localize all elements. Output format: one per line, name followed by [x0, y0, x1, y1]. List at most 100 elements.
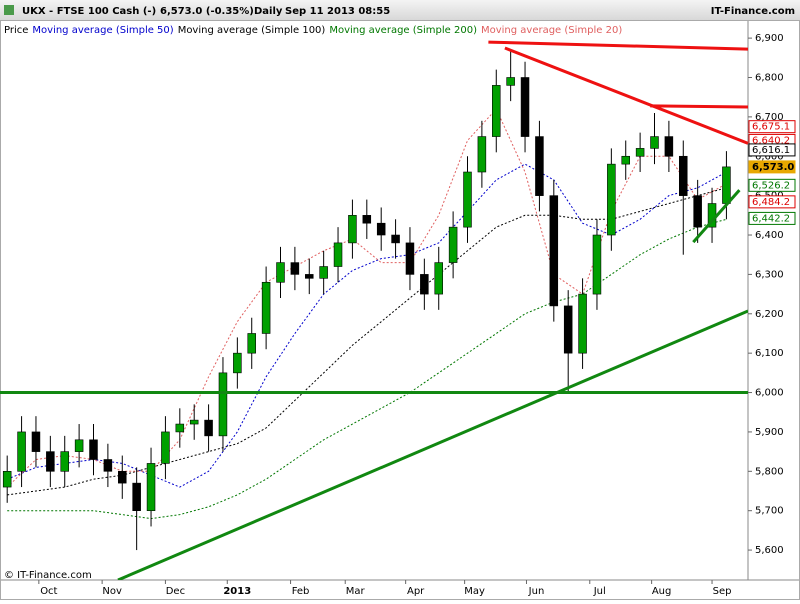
- candle-body: [60, 451, 69, 472]
- y-tick-label: 5,900: [755, 427, 784, 438]
- candle-body: [189, 419, 199, 425]
- candle-body: [204, 419, 213, 437]
- subtitle: 6,573.0 (-0.35%): [160, 6, 254, 17]
- candle-body: [448, 226, 458, 263]
- x-tick-label: Sep: [713, 586, 732, 597]
- x-tick-label: Feb: [292, 586, 310, 597]
- candle-body: [103, 459, 113, 472]
- candle-body: [405, 242, 415, 275]
- moving-average: [7, 163, 727, 488]
- x-tick-label: Oct: [40, 586, 57, 597]
- date: Sep 11 2013 08:55: [285, 6, 390, 17]
- x-tick-label: May: [464, 586, 485, 597]
- x-tick-label: Apr: [407, 586, 425, 597]
- copyright: © IT-Finance.com: [4, 570, 92, 581]
- price-label: 6,675.1: [752, 122, 790, 133]
- candle-body: [305, 274, 314, 279]
- trendline: [488, 40, 748, 51]
- candle-body: [290, 262, 300, 275]
- moving-average: [7, 187, 727, 496]
- candle-body: [261, 281, 271, 334]
- price-label-box: [748, 160, 796, 174]
- candle-body: [74, 439, 84, 452]
- candle-body: [722, 166, 731, 204]
- y-tick-label: 5,600: [755, 545, 784, 556]
- candle-body: [2, 471, 12, 488]
- candle-body: [276, 262, 285, 283]
- candle-body: [333, 242, 343, 267]
- source: IT-Finance.com: [711, 6, 795, 17]
- x-tick-label: 2013: [223, 586, 251, 597]
- trendline: [692, 189, 741, 244]
- moving-average: [7, 218, 727, 520]
- candle-body: [578, 293, 587, 354]
- legend-label: Price: [4, 25, 28, 36]
- plot-area: [0, 40, 748, 580]
- candle-body: [506, 77, 515, 86]
- candle-body: [146, 463, 156, 511]
- header-icon: [4, 5, 14, 15]
- x-tick-label: Jun: [528, 586, 545, 597]
- candle-body: [376, 222, 386, 236]
- legend-entry: Moving average (Simple 200): [329, 25, 477, 36]
- candle-body: [233, 352, 242, 374]
- candle-body: [563, 305, 573, 354]
- candle-body: [477, 136, 487, 173]
- candle-body: [348, 215, 357, 244]
- candle-body: [607, 163, 616, 236]
- candle-body: [161, 431, 170, 464]
- y-tick-label: 5,700: [755, 506, 784, 517]
- price-label: 6,526.2: [752, 180, 790, 191]
- candle-body: [635, 148, 645, 157]
- moving-average: [6, 108, 727, 488]
- candle-body: [650, 136, 659, 149]
- price-label: 6,616.1: [752, 145, 790, 156]
- candle-body: [247, 333, 256, 354]
- candle-body: [463, 171, 472, 228]
- trendline: [650, 104, 748, 109]
- candle-body: [520, 77, 530, 137]
- candle-body: [592, 234, 602, 295]
- legend: Price Moving average (Simple 50) Moving av…: [4, 25, 622, 36]
- price-label: 6,573.0: [752, 162, 794, 173]
- candle-body: [118, 471, 127, 484]
- legend-entry: Moving average (Simple 100): [178, 25, 326, 36]
- candle-body: [132, 482, 141, 511]
- candle-body: [420, 274, 429, 295]
- y-tick-label: 6,400: [755, 230, 784, 241]
- y-tick-label: 5,800: [755, 466, 784, 477]
- candle-body: [621, 155, 630, 165]
- candle-body: [89, 439, 98, 460]
- candle-body: [391, 234, 400, 244]
- candle-body: [492, 85, 501, 137]
- y-tick-label: 6,800: [755, 72, 784, 83]
- y-tick-label: 6,600: [755, 151, 784, 162]
- candle-body: [535, 136, 544, 196]
- y-tick-label: 6,900: [755, 33, 784, 44]
- y-tick-label: 6,700: [755, 112, 784, 123]
- header-bar: [0, 0, 800, 20]
- price-label-box: [748, 143, 796, 157]
- title: UKX - FTSE 100 Cash (-): [22, 6, 156, 17]
- trendline: [117, 309, 748, 580]
- candle-body: [46, 451, 55, 472]
- price-label: 6,484.2: [752, 197, 790, 208]
- x-tick-label: Mar: [346, 586, 366, 597]
- candle-body: [31, 431, 41, 452]
- candle-body: [679, 155, 688, 196]
- legend-entry: Moving average (Simple 50): [32, 25, 173, 36]
- candle-body: [434, 262, 443, 295]
- x-tick-label: Jul: [593, 586, 606, 597]
- price-label: 6,640.2: [752, 135, 790, 146]
- x-tick-label: Dec: [166, 586, 185, 597]
- price-label-box: [748, 195, 796, 209]
- price-label-box: [748, 120, 796, 134]
- price-label: 6,442.2: [752, 213, 790, 224]
- candle-body: [549, 195, 559, 307]
- trendline: [504, 46, 748, 145]
- y-tick-label: 6,300: [755, 269, 784, 280]
- candle-body: [693, 195, 702, 228]
- x-tick-label: Nov: [102, 586, 122, 597]
